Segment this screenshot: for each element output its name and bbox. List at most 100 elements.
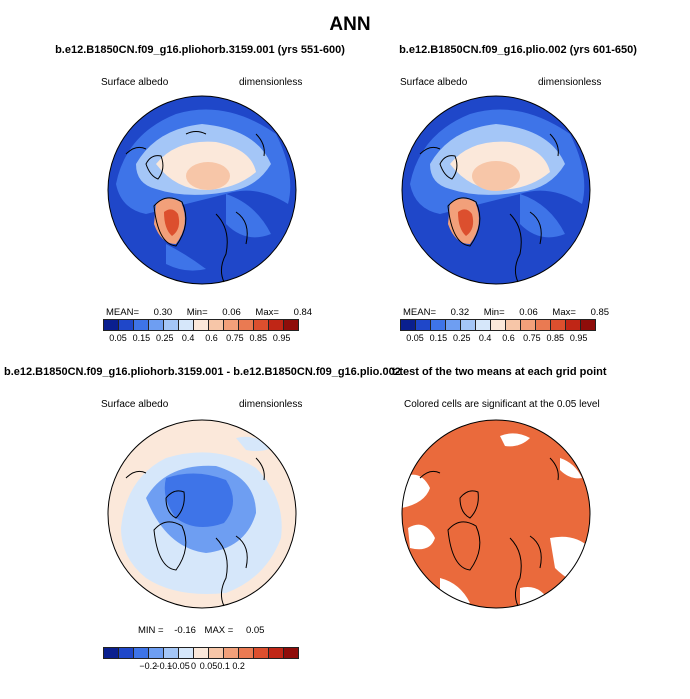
colorbar-swatch (224, 648, 239, 658)
colorbar-swatch (476, 320, 491, 330)
stats-line: MEAN= 0.30 Min= 0.06 Max= 0.84 (106, 307, 312, 318)
colorbar-swatch (149, 320, 164, 330)
variable-label: Surface albedo (400, 77, 468, 88)
colorbar-tick-label: 0.1 (217, 661, 230, 671)
panel-title-ttest: t-test of the two means at each grid poi… (392, 366, 607, 378)
colorbar-tick-label: 0.4 (478, 333, 492, 343)
max-value: 0.84 (293, 307, 313, 318)
colorbar-swatch (491, 320, 506, 330)
colorbar-swatch (194, 320, 209, 330)
colorbar-tick-label: 0.25 (453, 333, 471, 343)
mean-value: 0.30 (153, 307, 173, 318)
mean-value: 0.32 (450, 307, 470, 318)
colorbar-swatch (179, 648, 194, 658)
max-label: Max= (552, 307, 576, 318)
colorbar-swatch (104, 648, 119, 658)
colorbar-tick-label: 0.4 (181, 333, 195, 343)
panel-title-pliohorb: b.e12.B1850CN.f09_g16.pliohorb.3159.001 … (55, 44, 345, 56)
colorbar-swatch (284, 320, 298, 330)
colorbar-swatches (103, 319, 299, 331)
colorbar-tick-label: 0.05 (199, 661, 218, 671)
colorbar-ticks: −0.2 −0.1 −0.05 0 0.05 0.1 0.2 (103, 659, 299, 671)
colorbar-tick-label: 0.75 (523, 333, 541, 343)
max-value: 0.05 (245, 625, 265, 636)
colorbar-swatch (134, 648, 149, 658)
colorbar-tick-label: 0.25 (156, 333, 174, 343)
units-label: dimensionless (239, 77, 303, 88)
mean-label: MEAN= (403, 307, 436, 318)
min-value: 0.06 (222, 307, 241, 318)
colorbar-tick-label: 0.05 (406, 333, 424, 343)
colorbar-swatch (551, 320, 566, 330)
max-label: MAX = (204, 625, 234, 636)
colorbar-swatch (431, 320, 446, 330)
colorbar-albedo-right: 0.05 0.15 0.25 0.4 0.6 0.75 0.85 0.95 (400, 319, 596, 343)
colorbar-tick-label: 0.85 (249, 333, 268, 343)
colorbar-swatch (401, 320, 416, 330)
colorbar-tick-label: 0.85 (546, 333, 565, 343)
albedo-map-pliohorb (107, 95, 297, 285)
colorbar-swatch (119, 648, 134, 658)
colorbar-tick-label: 0.75 (226, 333, 244, 343)
colorbar-swatch (566, 320, 581, 330)
min-label: MIN = (138, 625, 164, 636)
variable-label: Surface albedo (101, 399, 169, 410)
mean-label: MEAN= (106, 307, 139, 318)
colorbar-swatch (446, 320, 461, 330)
colorbar-swatch (461, 320, 476, 330)
main-title: ANN (329, 14, 371, 35)
colorbar-swatches (400, 319, 596, 331)
albedo-difference-map (107, 419, 297, 609)
stats-line: MIN = -0.16 MAX = 0.05 (138, 625, 264, 636)
max-label: Max= (255, 307, 279, 318)
colorbar-swatch (104, 320, 119, 330)
colorbar-swatch (269, 320, 284, 330)
panel-title-plio: b.e12.B1850CN.f09_g16.plio.002 (yrs 601-… (399, 44, 637, 56)
min-label: Min= (483, 307, 505, 318)
colorbar-tick-label: 0.6 (205, 333, 218, 343)
colorbar-swatch (224, 320, 239, 330)
panel-title-difference: b.e12.B1850CN.f09_g16.pliohorb.3159.001 … (4, 366, 401, 378)
colorbar-difference: −0.2 −0.1 −0.05 0 0.05 0.1 0.2 (103, 647, 299, 671)
colorbar-tick-label: 0.2 (232, 661, 245, 671)
colorbar-swatch (284, 648, 298, 658)
colorbar-ticks: 0.05 0.15 0.25 0.4 0.6 0.75 0.85 0.95 (400, 331, 596, 343)
significance-note: Colored cells are significant at the 0.0… (404, 399, 600, 410)
colorbar-swatch (581, 320, 595, 330)
units-label: dimensionless (239, 399, 303, 410)
max-value: 0.85 (590, 307, 610, 318)
colorbar-swatch (239, 320, 254, 330)
colorbar-tick-label: −0.05 (166, 661, 190, 671)
colorbar-swatches (103, 647, 299, 659)
colorbar-tick-label: −0.2 (139, 661, 158, 671)
colorbar-swatch (254, 320, 269, 330)
colorbar-swatch (134, 320, 149, 330)
colorbar-tick-label: 0 (190, 661, 196, 671)
variable-label: Surface albedo (101, 77, 169, 88)
colorbar-tick-label: −0.1 (154, 661, 173, 671)
colorbar-swatch (209, 648, 224, 658)
colorbar-tick-label: 0.15 (429, 333, 448, 343)
colorbar-swatch (209, 320, 224, 330)
min-label: Min= (186, 307, 208, 318)
min-value: 0.06 (519, 307, 538, 318)
albedo-map-plio (401, 95, 591, 285)
units-label: dimensionless (538, 77, 602, 88)
colorbar-tick-label: 0.15 (132, 333, 151, 343)
colorbar-swatch (506, 320, 521, 330)
colorbar-swatch (179, 320, 194, 330)
significance-map (401, 419, 591, 609)
colorbar-tick-label: 0.95 (569, 333, 588, 343)
colorbar-swatch (164, 648, 179, 658)
colorbar-swatch (119, 320, 134, 330)
colorbar-tick-label: 0.95 (272, 333, 291, 343)
colorbar-swatch (269, 648, 284, 658)
colorbar-ticks: 0.05 0.15 0.25 0.4 0.6 0.75 0.85 0.95 (103, 331, 299, 343)
colorbar-swatch (254, 648, 269, 658)
colorbar-albedo-left: 0.05 0.15 0.25 0.4 0.6 0.75 0.85 0.95 (103, 319, 299, 343)
colorbar-tick-label: 0.6 (502, 333, 515, 343)
colorbar-swatch (239, 648, 254, 658)
colorbar-swatch (164, 320, 179, 330)
colorbar-swatch (521, 320, 536, 330)
colorbar-swatch (194, 648, 209, 658)
